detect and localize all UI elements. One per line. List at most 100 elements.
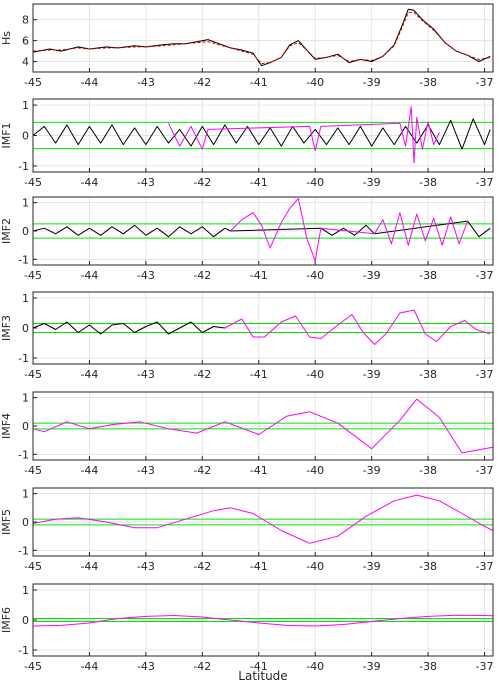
y-tick-label: 1 <box>22 292 29 305</box>
x-tick-label: -39 <box>363 76 381 89</box>
series-line-overlay <box>32 494 494 544</box>
y-tick-label: -1 <box>18 544 29 557</box>
y-tick-label: 8 <box>22 14 29 27</box>
x-tick-label: -38 <box>419 560 437 573</box>
x-tick-label: -38 <box>419 368 437 381</box>
x-tick-label: -45 <box>24 269 42 282</box>
x-tick-label: -44 <box>80 368 98 381</box>
x-tick-label: -42 <box>193 176 211 189</box>
panel-2: -45 -44 -43 -42 -41 -40 -39 -38 -37 -1 0 1 IMF1 <box>0 98 494 189</box>
series-line-overlay <box>32 398 494 454</box>
y-tick-label: 4 <box>22 56 29 69</box>
y-tick-label: -1 <box>18 644 29 657</box>
x-tick-label: -40 <box>306 76 324 89</box>
x-tick-label: -45 <box>24 176 42 189</box>
y-tick-label: 1 <box>22 488 29 501</box>
x-tick-label: -45 <box>24 660 42 673</box>
x-tick-label: -43 <box>137 464 155 477</box>
x-tick-label: -44 <box>80 560 98 573</box>
y-tick-label: 1 <box>22 99 29 112</box>
y-tick-label: 0 <box>22 130 29 143</box>
x-tick-label: -43 <box>137 660 155 673</box>
x-tick-label: -43 <box>137 176 155 189</box>
x-tick-label: -39 <box>363 269 381 282</box>
x-tick-label: -38 <box>419 464 437 477</box>
x-tick-label: -42 <box>193 368 211 381</box>
x-tick-label: -45 <box>24 368 42 381</box>
y-axis-label: IMF3 <box>0 315 13 341</box>
panel-5: -45 -44 -43 -42 -41 -40 -39 -38 -37 -1 0 1 IMF4 <box>0 391 494 477</box>
series-line-signal <box>32 321 225 335</box>
x-tick-label: -39 <box>363 464 381 477</box>
x-tick-label: -43 <box>137 368 155 381</box>
x-tick-label: -38 <box>419 176 437 189</box>
x-tick-label: -39 <box>363 560 381 573</box>
x-tick-label: -45 <box>24 464 42 477</box>
x-tick-label: -37 <box>476 660 494 673</box>
y-tick-label: 1 <box>22 392 29 405</box>
y-tick-label: 0 <box>22 420 29 433</box>
x-tick-label: -42 <box>193 464 211 477</box>
y-axis-label: IMF1 <box>0 122 13 148</box>
x-tick-label: -45 <box>24 76 42 89</box>
series-line-overlay <box>32 614 494 627</box>
series-line-overlay <box>224 309 491 345</box>
x-tick-label: -39 <box>363 176 381 189</box>
x-tick-label: -42 <box>193 660 211 673</box>
y-tick-label: -1 <box>18 448 29 461</box>
panel-1: -45 -44 -43 -42 -41 -40 -39 -38 -37 4 6 8 Hs <box>0 3 494 89</box>
x-tick-label: -40 <box>306 660 324 673</box>
series-line-overlay <box>230 197 469 262</box>
series-line-signal <box>32 118 491 150</box>
y-tick-label: -1 <box>18 253 29 266</box>
x-tick-label: -42 <box>193 560 211 573</box>
plot-area <box>33 4 493 72</box>
x-tick-label: -39 <box>363 368 381 381</box>
x-tick-label: -38 <box>419 269 437 282</box>
x-tick-label: -37 <box>476 368 494 381</box>
x-tick-label: -40 <box>306 176 324 189</box>
x-tick-label: -41 <box>250 464 268 477</box>
x-tick-label: -40 <box>306 464 324 477</box>
x-tick-label: -43 <box>137 76 155 89</box>
series-line-reconstruction <box>32 11 491 65</box>
x-tick-label: -37 <box>476 76 494 89</box>
x-tick-label: -44 <box>80 660 98 673</box>
x-tick-label: -44 <box>80 269 98 282</box>
x-tick-label: -42 <box>193 76 211 89</box>
x-tick-label: -41 <box>250 76 268 89</box>
y-axis-label: IMF4 <box>0 413 13 439</box>
y-tick-label: 0 <box>22 322 29 335</box>
x-tick-label: -38 <box>419 76 437 89</box>
y-axis-label: IMF6 <box>0 607 13 633</box>
y-tick-label: 0 <box>22 225 29 238</box>
x-tick-label: -37 <box>476 176 494 189</box>
x-tick-label: -44 <box>80 176 98 189</box>
panel-7: -45 -44 -43 -42 -41 -40 -39 -38 -37 -1 0 1 IMF6 <box>0 583 494 673</box>
x-tick-label: -44 <box>80 76 98 89</box>
x-tick-label: -40 <box>306 560 324 573</box>
x-tick-label: -41 <box>250 176 268 189</box>
x-tick-label: -40 <box>306 269 324 282</box>
x-axis-label: Latitude <box>238 669 287 683</box>
y-tick-label: 1 <box>22 197 29 210</box>
x-tick-label: -43 <box>137 269 155 282</box>
x-tick-label: -41 <box>250 269 268 282</box>
series-line-signal <box>32 8 491 67</box>
panel-6: -45 -44 -43 -42 -41 -40 -39 -38 -37 -1 0 1 IMF5 <box>0 487 494 573</box>
x-tick-label: -44 <box>80 464 98 477</box>
x-tick-label: -37 <box>476 464 494 477</box>
axes-frame <box>32 3 494 73</box>
x-tick-label: -40 <box>306 368 324 381</box>
y-tick-label: 0 <box>22 614 29 627</box>
y-tick-label: 6 <box>22 35 29 48</box>
y-tick-label: 0 <box>22 516 29 529</box>
x-tick-label: -45 <box>24 560 42 573</box>
y-tick-label: -1 <box>18 352 29 365</box>
x-tick-label: -41 <box>250 660 268 673</box>
y-tick-label: -1 <box>18 160 29 173</box>
x-tick-label: -42 <box>193 269 211 282</box>
panel-3: -45 -44 -43 -42 -41 -40 -39 -38 -37 -1 0 1 IMF2 <box>0 196 494 282</box>
x-tick-label: -37 <box>476 560 494 573</box>
